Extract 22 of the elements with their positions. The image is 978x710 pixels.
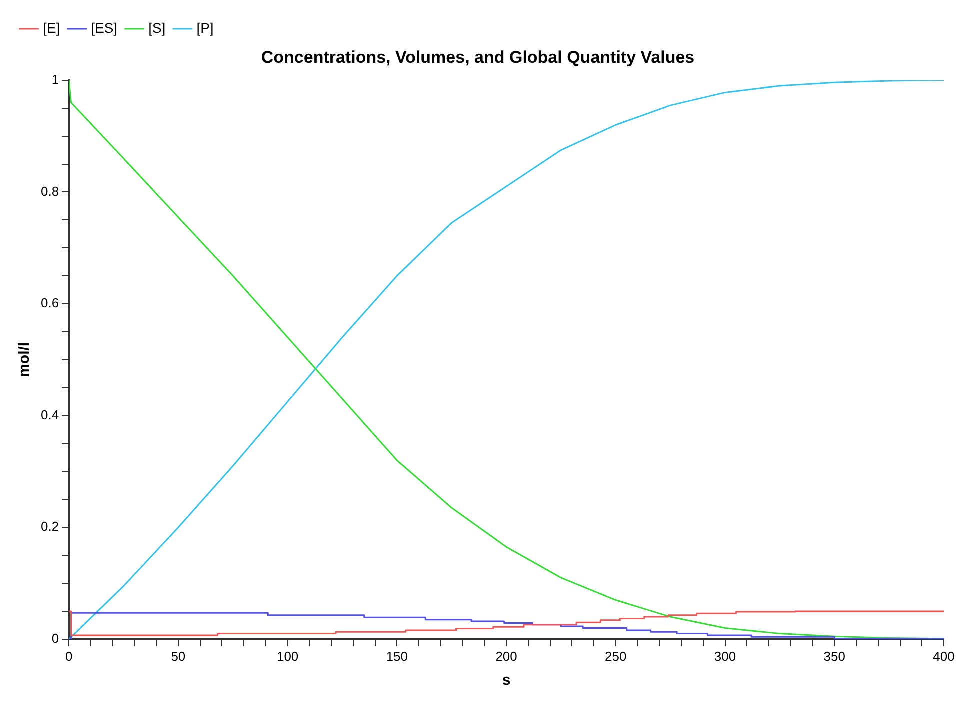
x-tick-label: 0: [65, 648, 73, 664]
x-tick-label: 250: [605, 648, 627, 664]
legend-label: [P]: [196, 20, 214, 36]
legend-label: [ES]: [91, 20, 118, 36]
x-tick-label: 300: [714, 648, 736, 664]
y-tick-label: 0: [52, 630, 60, 646]
x-tick-label: 100: [276, 648, 299, 664]
x-axis-title: s: [502, 672, 511, 690]
x-tick-label: 400: [933, 648, 955, 664]
y-tick-label: 0.2: [40, 519, 60, 534]
x-tick-label: 150: [386, 648, 408, 664]
x-tick-label: 50: [171, 648, 186, 664]
y-tick-label: 0.4: [40, 407, 60, 422]
legend-label: [S]: [148, 20, 166, 36]
y-tick-label: 0.6: [40, 296, 60, 311]
x-tick-label: 350: [824, 648, 846, 664]
x-tick-label: 200: [496, 648, 518, 664]
y-tick-label: 1: [52, 72, 60, 87]
legend-label: [E]: [43, 20, 60, 36]
y-axis-title: mol/l: [16, 342, 34, 378]
y-tick-label: 0.8: [40, 184, 60, 199]
chart-title: Concentrations, Volumes, and Global Quantity Values: [261, 48, 695, 67]
